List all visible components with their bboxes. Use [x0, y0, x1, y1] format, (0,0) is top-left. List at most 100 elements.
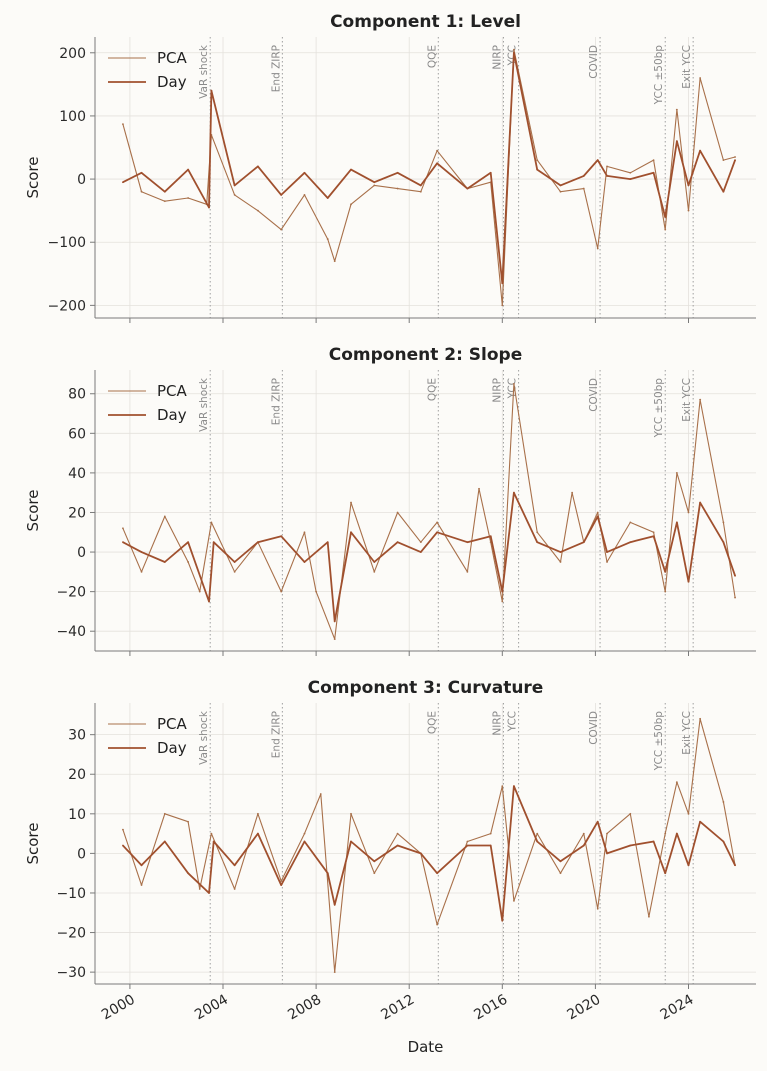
panel-2: VaR shock End ZIRP QQE NIRP YCC COVID YCC ±50b… [24, 345, 756, 656]
data-point [198, 888, 201, 890]
series-line-pca [122, 718, 736, 973]
data-point [350, 203, 352, 206]
data-point [699, 77, 702, 79]
data-point [122, 123, 124, 126]
data-point [140, 190, 143, 193]
data-point [652, 535, 655, 538]
data-point [596, 907, 599, 910]
data-point [596, 247, 599, 250]
event-label: YCC ±50bp [653, 45, 665, 106]
series-line-day [122, 51, 736, 285]
data-point [122, 541, 124, 544]
data-point [734, 596, 736, 599]
data-point [187, 541, 189, 544]
data-point [466, 541, 469, 544]
data-point [436, 162, 439, 165]
data-point [675, 781, 678, 784]
data-point [466, 844, 469, 847]
legend-label: Day [157, 406, 187, 424]
data-point [687, 580, 690, 583]
data-point [350, 168, 352, 171]
data-point [326, 541, 329, 544]
data-point [559, 561, 562, 563]
y-tick-label: 0 [77, 846, 86, 862]
data-point [466, 570, 469, 573]
data-point [396, 511, 399, 514]
data-point [233, 193, 236, 196]
x-tick-label: 2024 [658, 992, 697, 1024]
y-tick-label: 60 [68, 426, 86, 442]
data-point [675, 472, 678, 474]
data-point [466, 840, 469, 843]
data-point [699, 501, 702, 504]
event-label: QQE [426, 45, 438, 68]
event-label: NIRP [491, 378, 503, 403]
data-point [326, 872, 329, 875]
data-point [536, 541, 539, 544]
data-point [582, 541, 585, 544]
data-point [210, 521, 213, 524]
data-point [687, 184, 690, 187]
data-point [536, 159, 539, 162]
data-point [187, 168, 189, 171]
data-point [629, 171, 632, 174]
data-point [501, 785, 504, 788]
data-point [664, 872, 667, 875]
data-point [233, 184, 236, 187]
data-point [571, 491, 574, 494]
data-point [280, 228, 283, 231]
data-point [303, 171, 306, 174]
data-point [163, 190, 166, 193]
data-point [208, 600, 210, 603]
data-point [652, 531, 655, 534]
x-tick-label: 2016 [471, 992, 510, 1024]
y-tick-label: 10 [68, 807, 86, 823]
data-point [536, 832, 539, 835]
data-point [629, 178, 632, 180]
data-point [466, 187, 469, 190]
data-point [489, 844, 492, 847]
data-point [699, 717, 702, 720]
data-point [140, 551, 143, 553]
data-point [187, 820, 189, 823]
data-point [687, 209, 690, 212]
data-point [280, 590, 283, 593]
y-tick-label: 80 [68, 387, 86, 403]
data-point [257, 812, 259, 815]
data-point [699, 149, 702, 152]
event-label: Exit YCC [681, 45, 693, 89]
data-point [419, 541, 422, 544]
panel-title: Component 3: Curvature [308, 678, 544, 698]
x-axis-label: Date [408, 1038, 444, 1056]
data-point [280, 884, 283, 886]
data-point [233, 888, 236, 890]
data-point [722, 159, 725, 162]
y-tick-label: −10 [56, 886, 86, 902]
data-point [419, 184, 422, 187]
event-label: QQE [426, 711, 438, 734]
data-point [280, 193, 283, 196]
data-point [536, 531, 539, 534]
data-point [722, 541, 725, 544]
data-point [233, 561, 236, 563]
data-point [536, 168, 539, 171]
data-point [319, 793, 322, 795]
data-point [722, 801, 725, 803]
data-point [333, 638, 336, 641]
data-point [373, 570, 376, 573]
legend-label: PCA [157, 382, 188, 400]
data-point [436, 923, 439, 926]
data-point [606, 852, 608, 855]
data-point [373, 181, 376, 184]
data-point [664, 590, 667, 593]
data-point [559, 860, 562, 863]
data-point [687, 511, 690, 514]
data-point [350, 531, 352, 534]
y-tick-label: 40 [68, 466, 86, 482]
legend-label: Day [157, 739, 187, 757]
data-point [596, 515, 599, 518]
data-point [664, 832, 667, 835]
panel-title: Component 2: Slope [329, 345, 523, 365]
data-point [675, 108, 678, 111]
data-point [513, 48, 515, 51]
